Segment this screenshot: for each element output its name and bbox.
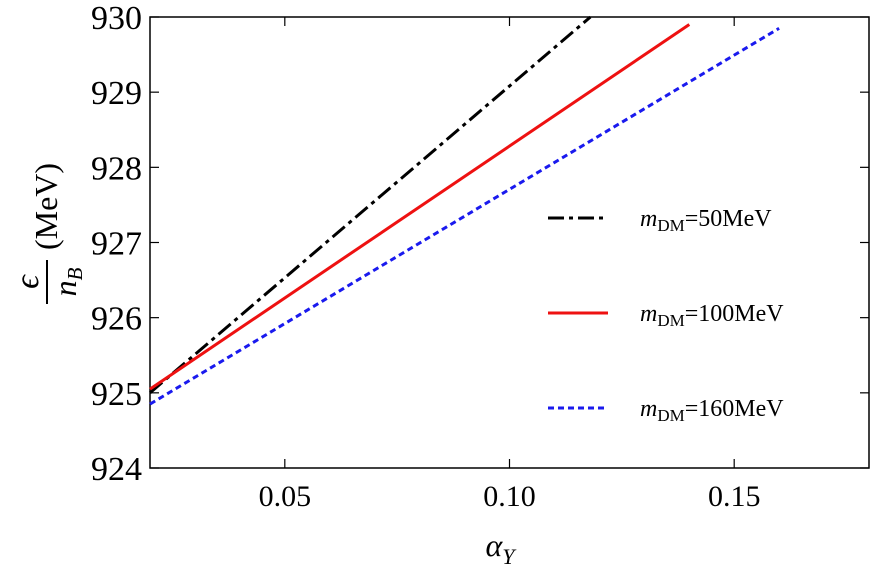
x-tick-label-2: 0.15 — [708, 480, 761, 513]
x-tick-label-1: 0.10 — [483, 480, 536, 513]
y-label-unit: (MeV) — [28, 163, 64, 250]
series-line-2 — [149, 27, 780, 406]
legend-label-0: mDM=50MeV — [640, 206, 772, 235]
y-tick-label-6: 930 — [91, 0, 142, 37]
y-tick-label-2: 926 — [91, 301, 142, 338]
y-label-numerator: ϵ — [9, 274, 46, 289]
series-line-1 — [149, 23, 691, 391]
y-axis-label: ϵ nB (MeV) — [9, 163, 87, 304]
legend-label-2: mDM=160MeV — [640, 396, 784, 425]
y-tick-label-5: 929 — [91, 75, 142, 112]
x-tick-label-0: 0.05 — [259, 480, 312, 513]
ticks: 0.05 0.10 0.15 924 925 926 927 928 929 930 — [91, 0, 869, 513]
y-label-denominator: nB — [47, 267, 87, 296]
legend: mDM=50MeV mDM=100MeV mDM=160MeV — [548, 206, 784, 425]
y-tick-label-1: 925 — [91, 376, 142, 413]
series-line-0 — [149, 15, 592, 394]
legend-label-1: mDM=100MeV — [640, 301, 784, 330]
y-tick-label-0: 924 — [91, 451, 142, 488]
series-lines — [149, 15, 780, 406]
y-tick-label-4: 928 — [91, 150, 142, 187]
x-axis-label: αY — [485, 527, 517, 569]
y-tick-label-3: 927 — [91, 226, 142, 263]
